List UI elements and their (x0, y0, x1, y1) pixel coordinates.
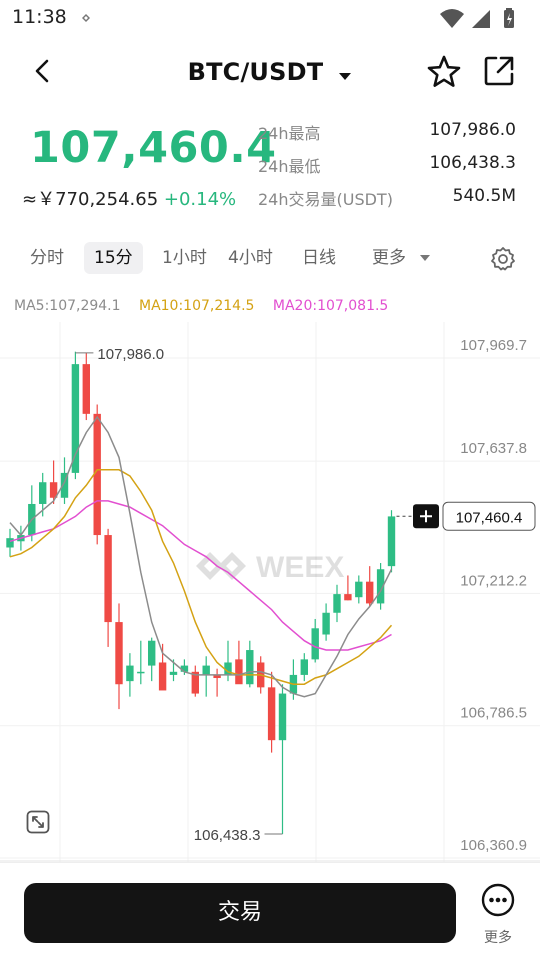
back-icon[interactable] (28, 56, 58, 86)
candle-up (322, 612, 330, 635)
last-price: 107,460.4 (30, 123, 277, 173)
caret-down-icon (339, 72, 352, 80)
candle-down (158, 662, 167, 691)
tab-more-label: 更多 (372, 248, 406, 268)
signal-icon (472, 10, 490, 28)
status-bar: 11:38 (0, 0, 540, 36)
candle-up (278, 693, 287, 741)
ma10-line (9, 469, 393, 685)
tab-daily[interactable]: 日线 (302, 248, 336, 268)
candle-up (202, 665, 210, 675)
share-icon[interactable] (482, 54, 516, 88)
fiat-price: ≈￥770,254.65 (22, 189, 159, 210)
candle-up (224, 662, 232, 675)
low-marker-label: 106,438.3 (194, 827, 261, 844)
candle-down (344, 594, 352, 601)
ma5-line (9, 415, 393, 698)
wifi-icon (440, 9, 464, 28)
interval-tabs: 分时 15分 1小时 4小时 日线 更多 (0, 242, 540, 276)
candle-up (311, 628, 319, 660)
fiat-line: ≈￥770,254.65 +0.14% (22, 185, 236, 211)
volume-label: 24h交易量(USDT) (258, 190, 393, 209)
y-tick-label: 107,212.2 (460, 572, 527, 589)
high-value: 107,986.0 (429, 120, 516, 140)
pair-selector[interactable]: BTC/USDT (0, 58, 540, 86)
tab-1hour[interactable]: 1小时 (162, 248, 207, 268)
candle-down (235, 659, 243, 685)
candle-up (246, 650, 254, 685)
candle-down (115, 622, 123, 685)
weex-watermark: WEEX (196, 551, 344, 584)
candle-up (148, 640, 156, 666)
candlestick-chart[interactable]: WEEX 107,969.7 107,637.8 107,212.2 106,786.… (0, 322, 540, 862)
candle-down (267, 687, 276, 741)
candle-up (60, 472, 69, 498)
pair-title: BTC/USDT (187, 58, 324, 86)
candle-down (82, 364, 90, 414)
tab-timeshare[interactable]: 分时 (30, 248, 64, 268)
caret-down-icon (420, 255, 431, 261)
watermark-text: WEEX (256, 551, 344, 584)
candle-up (6, 538, 14, 548)
candle-up (126, 665, 134, 682)
y-tick-label: 107,969.7 (460, 337, 527, 354)
candle-down (104, 535, 112, 623)
star-icon[interactable] (426, 54, 462, 90)
more-label: 更多 (484, 930, 512, 946)
current-price-tag-box (442, 501, 536, 531)
candle-up (169, 671, 178, 675)
y-tick-label: 106,786.5 (460, 705, 527, 722)
candle-up (376, 569, 385, 604)
y-tick-label: 106,360.9 (460, 837, 527, 854)
y-tick-label: 107,637.8 (460, 440, 527, 457)
current-price-tag: 107,460.4 (456, 509, 523, 526)
candle-up (387, 516, 396, 567)
ma20-label: MA20:107,081.5 (272, 298, 389, 314)
candle-down (191, 671, 199, 694)
volume-value: 540.5M (452, 186, 516, 206)
gear-icon[interactable] (490, 246, 516, 272)
candle-up (39, 482, 47, 504)
more-icon (481, 883, 515, 917)
price-block: 107,460.4 ≈￥770,254.65 +0.14% 24h最高 107,… (0, 115, 540, 215)
ma10-label: MA10:107,214.5 (138, 298, 255, 314)
tab-15min[interactable]: 15分 (84, 242, 143, 274)
plus-icon (420, 510, 432, 523)
high-label: 24h最高 (258, 124, 321, 143)
ma-legend: MA5:107,294.1 MA10:107,214.5 MA20:107,08… (14, 298, 402, 314)
more-button[interactable]: 更多 (478, 883, 518, 947)
status-icons (440, 8, 514, 28)
expand-icon[interactable] (26, 810, 50, 834)
price-change: +0.14% (163, 189, 237, 210)
trade-button[interactable]: 交易 (24, 883, 456, 943)
candle-down (49, 482, 58, 498)
ma5-label: MA5:107,294.1 (14, 298, 121, 314)
chart-canvas: WEEX 107,969.7 107,637.8 107,212.2 106,786.… (0, 322, 540, 862)
nav-bar: BTC/USDT (0, 44, 540, 104)
high-marker-label: 107,986.0 (97, 346, 164, 363)
ma20-line (9, 500, 392, 651)
status-time: 11:38 (12, 6, 67, 28)
tab-4hour[interactable]: 4小时 (228, 248, 273, 268)
data-saver-icon (82, 14, 90, 22)
low-value: 106,438.3 (429, 153, 516, 173)
candle-up (180, 665, 189, 672)
candle-down (366, 581, 374, 604)
candle-up (355, 581, 363, 598)
candle-up (71, 364, 80, 473)
bottom-bar: 交易 更多 (0, 862, 540, 960)
chart-grid (0, 322, 540, 862)
candle-up (333, 594, 341, 613)
candle-down (213, 674, 221, 679)
candle-up (137, 671, 145, 674)
low-label: 24h最低 (258, 157, 321, 176)
tab-more[interactable]: 更多 (362, 242, 441, 274)
candle-down (93, 413, 101, 536)
candle-up (300, 659, 308, 675)
